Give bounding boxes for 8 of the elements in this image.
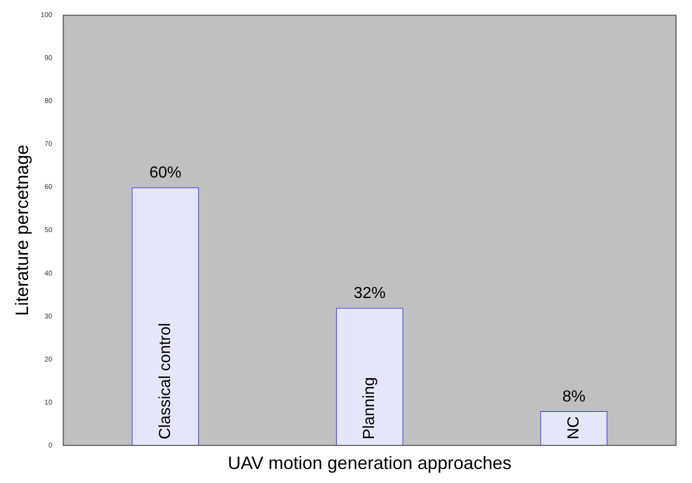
data-label: 32%: [354, 285, 386, 302]
x-tick-label: NC: [565, 416, 582, 440]
data-label: 60%: [149, 164, 182, 182]
y-axis-title: Literature percetnage: [12, 144, 32, 316]
x-tick-label: Planning: [361, 377, 378, 440]
x-tick-label: Classical control: [156, 322, 174, 440]
data-label: 8%: [562, 388, 586, 406]
x-axis-title: UAV motion generation approaches: [228, 453, 512, 474]
